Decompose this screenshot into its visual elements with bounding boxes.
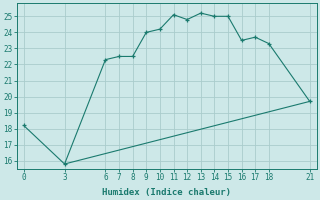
X-axis label: Humidex (Indice chaleur): Humidex (Indice chaleur) — [102, 188, 231, 197]
